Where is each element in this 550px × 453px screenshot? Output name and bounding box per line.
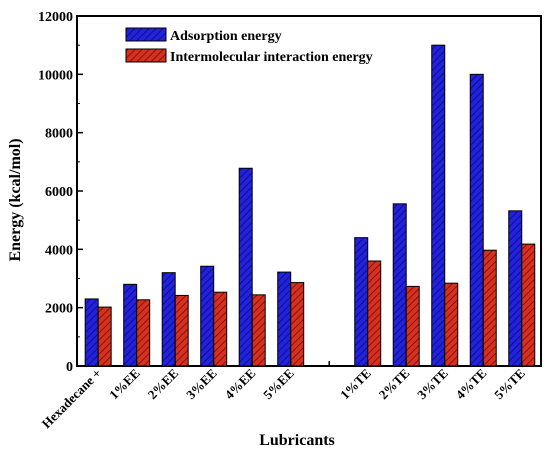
bar-adsorption-11 (508, 210, 523, 367)
y-tick-label: 0 (66, 360, 73, 375)
x-tick-label: 4%TE (453, 366, 490, 403)
bar-intermolecular-9 (444, 282, 459, 367)
bar-intermolecular-0 (97, 306, 112, 367)
x-tick-label: 2%EE (145, 366, 182, 403)
x-axis-label: Lubricants (259, 432, 335, 449)
bars (84, 44, 536, 367)
legend-label-1: Intermolecular interaction energy (170, 50, 373, 65)
bar-adsorption-10 (469, 73, 484, 367)
x-tick-label: 5%EE (260, 366, 297, 403)
y-tick-label: 4000 (45, 243, 73, 258)
bar-adsorption-9 (431, 44, 446, 367)
bar-intermolecular-11 (521, 243, 536, 367)
bar-intermolecular-2 (174, 294, 189, 367)
x-axis: Hexadecane +1%EE 2%EE 3%EE 4%EE 5%EE 1%TE 2%TE… (39, 361, 528, 431)
bar-intermolecular-5 (290, 282, 305, 367)
bar-intermolecular-10 (482, 249, 497, 367)
bar-intermolecular-8 (405, 285, 420, 367)
bar-adsorption-5 (277, 271, 292, 367)
y-tick-label: 2000 (45, 302, 73, 317)
bar-adsorption-8 (392, 203, 407, 367)
bar-adsorption-4 (238, 167, 253, 367)
legend-swatch-1 (125, 48, 167, 63)
y-tick-label: 6000 (45, 185, 73, 200)
x-tick-label: 4%EE (222, 366, 259, 403)
y-tick-label: 8000 (45, 127, 73, 142)
bar-adsorption-0 (84, 298, 99, 367)
bar-adsorption-3 (200, 265, 215, 367)
x-tick-label: 1%EE (106, 366, 143, 403)
bar-adsorption-1 (123, 283, 138, 367)
bar-intermolecular-1 (136, 299, 151, 367)
x-tick-label: Hexadecane + (39, 366, 105, 432)
x-tick-label: 3%TE (414, 366, 451, 403)
x-tick-label: 1%TE (337, 366, 374, 403)
bar-intermolecular-3 (213, 291, 228, 367)
bar-intermolecular-7 (367, 260, 382, 367)
x-tick-label: 2%TE (376, 366, 413, 403)
y-axis-label: Energy (kcal/mol) (7, 138, 24, 261)
legend-swatch-0 (125, 27, 167, 42)
y-tick-label: 10000 (38, 68, 73, 83)
legend-label-0: Adsorption energy (170, 29, 282, 44)
bar-adsorption-2 (161, 272, 176, 367)
legend: Adsorption energy Intermolecular interact… (125, 27, 373, 65)
x-tick-label: 5%TE (491, 366, 528, 403)
x-tick-label: 3%EE (183, 366, 220, 403)
bar-intermolecular-4 (251, 294, 266, 367)
y-axis: 0 2000 4000 6000 8000 10000 12000 (38, 10, 83, 375)
y-tick-label: 12000 (38, 10, 73, 25)
bar-adsorption-7 (354, 237, 369, 367)
